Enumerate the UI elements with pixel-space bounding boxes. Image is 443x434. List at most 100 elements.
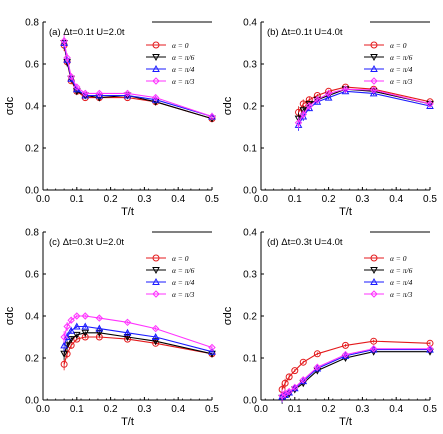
y-tick-label: 0.3 [243,60,257,71]
panel-annotation: (a) Δt=0.1t U=2.0t [49,27,125,38]
data-point [151,324,160,333]
legend-item: α = π/6 [364,266,413,275]
x-tick-label: 0.0 [36,404,50,415]
series-line [63,332,213,355]
x-tick-label: 0.1 [70,404,84,415]
data-point [369,86,378,94]
data-point [151,93,160,102]
data-point [95,329,104,337]
panel-annotation: (c) Δt=0.3t U=2.0t [49,237,124,248]
data-point [369,345,378,353]
legend-item: α = π/3 [364,77,413,86]
legend-item: α = π/3 [146,77,195,86]
data-point [324,89,333,98]
data-point [123,318,132,327]
panel-annotation: (d) Δt=0.3t U=4.0t [267,237,343,248]
data-point [63,322,71,331]
legend-label: α = π/6 [390,266,413,275]
data-point [426,100,434,108]
data-point [67,316,75,324]
data-point [313,95,322,104]
data-point [305,102,314,110]
panel-c: 0.0 0.1 0.2 0.3 0.4 0.5 0.0 0.2 0.4 0.6 0.8 T/t σdc (… [4,228,219,429]
x-axis-label: T/t [339,206,352,218]
data-point [60,360,68,368]
data-point [278,392,286,400]
data-point [299,358,307,366]
data-point [63,332,71,340]
y-tick-label: 0.8 [25,228,39,239]
legend-label: α = π/4 [172,65,195,74]
legend-label: α = π/3 [390,77,413,86]
data-point [291,383,299,392]
data-point [341,350,350,359]
data-point [81,322,90,330]
series-line [281,349,430,398]
x-axis-label: T/t [339,416,352,428]
series-line [298,88,431,119]
data-point [291,367,299,375]
data-point [285,373,293,381]
data-point [299,376,307,384]
legend-swatch-marker [370,41,378,49]
x-tick-label: 0.1 [288,404,302,415]
data-point [313,363,322,371]
y-tick-label: 0.8 [25,18,39,29]
series-2 [294,87,434,131]
legend-swatch-marker [152,254,160,262]
legend-label: α = π/6 [390,53,413,62]
legend-label: α = π/4 [390,65,413,74]
data-point [72,331,81,339]
legend-swatch-marker [152,77,160,85]
x-tick-label: 0.3 [137,404,151,415]
y-tick-label: 0.2 [25,144,39,155]
x-tick-label: 0.0 [254,404,268,415]
data-point [151,338,160,346]
data-point [208,347,216,355]
data-point [208,112,216,121]
series-1 [278,348,434,404]
legend-swatch-marker [152,290,160,298]
data-point [60,341,68,349]
data-point [60,333,68,341]
x-axis-label: T/t [121,206,134,218]
data-point [426,345,434,353]
y-tick-label: 0.4 [25,102,39,113]
y-tick-label: 0.0 [25,396,39,407]
data-point [299,107,308,115]
legend-label: α = 0 [390,41,407,50]
series-3 [60,312,216,352]
data-point [72,322,81,330]
y-tick-label: 0.4 [25,312,39,323]
x-tick-label: 0.5 [205,404,219,415]
legend-swatch-marker [370,54,378,62]
series-line [298,90,431,126]
y-tick-label: 0.6 [25,60,39,71]
data-point [281,379,289,387]
y-tick-label: 0.2 [243,312,257,323]
legend-swatch-marker [370,254,378,262]
legend-label: α = 0 [172,254,189,263]
x-tick-label: 0.3 [355,404,369,415]
data-point [123,89,132,98]
x-tick-label: 0.0 [254,194,268,205]
y-axis-label: σdc [4,306,16,325]
series-3 [294,85,434,129]
x-tick-label: 0.4 [171,194,185,205]
legend-label: α = π/6 [172,53,195,62]
legend-item: α = π/4 [364,277,413,287]
y-tick-label: 0.0 [243,396,257,407]
x-tick-label: 0.5 [423,404,437,415]
legend-item: α = π/4 [146,64,195,74]
data-point [299,110,307,119]
data-point [324,93,333,101]
x-tick-label: 0.1 [70,194,84,205]
legend-item: α = π/3 [146,290,195,299]
data-point [208,343,216,352]
legend-label: α = π/3 [172,290,195,299]
data-point [341,85,350,93]
data-point [60,37,68,45]
x-tick-label: 0.4 [389,194,403,205]
legend-item: α = 0 [364,254,407,263]
